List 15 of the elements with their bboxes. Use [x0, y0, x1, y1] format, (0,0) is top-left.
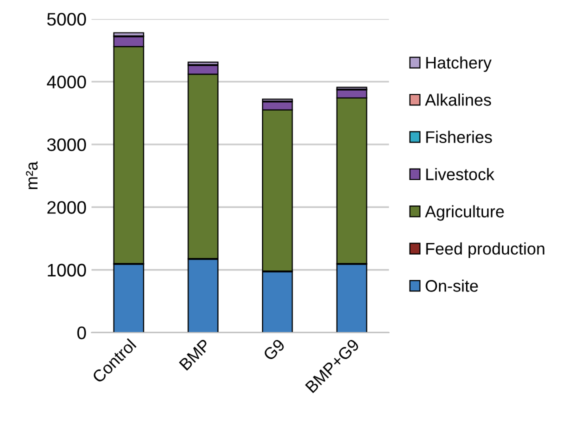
legend-label: On-site — [426, 280, 478, 292]
y-tick-label: 1000 — [48, 264, 86, 277]
y-tick-label: 4000 — [46, 76, 86, 88]
y-tick-label: 5000 — [47, 12, 86, 26]
legend-label: Hatchery — [426, 56, 492, 72]
legend-label: Feed production — [426, 242, 544, 258]
y-tick-label: 2000 — [47, 201, 86, 214]
legend-label: Fisheries — [426, 130, 492, 144]
legend-label: Agriculture — [424, 205, 504, 221]
legend-label: Livestock — [426, 168, 494, 180]
y-tick-label: 0 — [77, 326, 86, 340]
x-tick-label: G9 — [262, 338, 286, 362]
legend-label: Alkalines — [424, 94, 492, 106]
y-axis-title: m²a — [26, 161, 38, 190]
y-tick-label: 3000 — [47, 138, 86, 152]
